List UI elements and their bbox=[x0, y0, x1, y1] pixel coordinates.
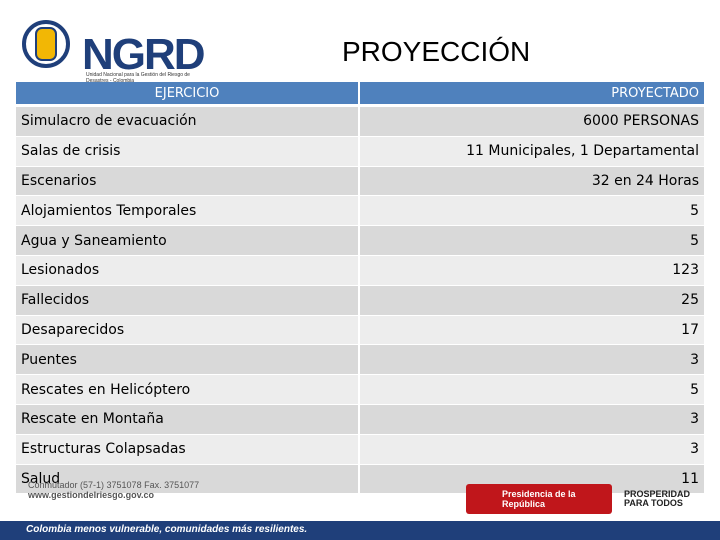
exercise-cell: Puentes bbox=[16, 345, 358, 375]
projected-cell: 5 bbox=[360, 375, 704, 404]
column-header: EJERCICIO bbox=[16, 82, 358, 104]
exercise-cell: Simulacro de evacuación bbox=[16, 107, 358, 136]
projected-cell: 3 bbox=[360, 345, 704, 375]
exercise-cell: Alojamientos Temporales bbox=[16, 196, 358, 226]
contact: Conmutador (57-1) 3751078 Fax. 3751077 w… bbox=[28, 480, 199, 500]
projected-cell: 5 bbox=[360, 226, 704, 255]
projected-cell: 17 bbox=[360, 315, 704, 345]
table-row: Simulacro de evacuación 6000 PERSONAS bbox=[16, 107, 704, 137]
column-header: PROYECTADO bbox=[360, 82, 704, 104]
table-row: Puentes 3 bbox=[16, 345, 704, 376]
projected-cell: 3 bbox=[360, 404, 704, 434]
slogan: Colombia menos vulnerable, comunidades m… bbox=[26, 524, 308, 535]
presidency-logo: Presidencia de la República bbox=[466, 484, 612, 514]
logo-emblem bbox=[22, 20, 70, 68]
table-row: Lesionados 123 bbox=[16, 255, 704, 286]
exercise-cell: Escenarios bbox=[16, 166, 358, 196]
table-row: Agua y Saneamiento 5 bbox=[16, 226, 704, 256]
table-row: Escenarios 32 en 24 Horas bbox=[16, 166, 704, 197]
prosperity-text: PROSPERIDAD bbox=[624, 489, 691, 499]
table-row: Fallecidos 25 bbox=[16, 285, 704, 316]
projected-cell: 123 bbox=[360, 255, 704, 285]
projected-cell: 6000 PERSONAS bbox=[360, 107, 704, 136]
exercise-cell: Salas de crisis bbox=[16, 136, 358, 166]
exercise-cell: Rescate en Montaña bbox=[16, 404, 358, 434]
projected-cell: 5 bbox=[360, 196, 704, 226]
projected-cell: 11 Municipales, 1 Departamental bbox=[360, 136, 704, 166]
projected-cell: 3 bbox=[360, 434, 704, 464]
table: EJERCICIO PROYECTADO Simulacro de evacua… bbox=[16, 82, 704, 495]
exercise-cell: Desaparecidos bbox=[16, 315, 358, 345]
exercise-cell: Lesionados bbox=[16, 255, 358, 285]
table-row: Rescates en Helicóptero 5 bbox=[16, 375, 704, 405]
logo-text: NGRD bbox=[82, 30, 206, 79]
exercise-cell: Fallecidos bbox=[16, 285, 358, 315]
exercise-cell: Salud bbox=[16, 464, 358, 494]
table-row: Rescate en Montaña 3 bbox=[16, 404, 704, 435]
table-row: Estructuras Colapsadas 3 bbox=[16, 434, 704, 465]
exercise-cell: Estructuras Colapsadas bbox=[16, 434, 358, 464]
logo: NGRD Unidad Nacional para la Gestión del… bbox=[22, 14, 206, 84]
projected-cell: 32 en 24 Horas bbox=[360, 166, 704, 196]
projected-cell: 25 bbox=[360, 285, 704, 315]
contact-line: www.gestiondelriesgo.gov.co bbox=[28, 490, 155, 500]
logo-subtitle: Unidad Nacional para la Gestión del Ries… bbox=[86, 72, 190, 84]
table-header: EJERCICIO PROYECTADO bbox=[16, 82, 704, 105]
exercise-cell: Agua y Saneamiento bbox=[16, 226, 358, 255]
presidency-text: Presidencia de la República bbox=[502, 489, 576, 509]
slide-title: PROYECCIÓN bbox=[342, 36, 531, 67]
table-row: Alojamientos Temporales 5 bbox=[16, 196, 704, 227]
contact-line: Conmutador (57-1) 3751078 Fax. 3751077 bbox=[28, 480, 200, 490]
prosperity-text: PARA TODOS bbox=[624, 498, 683, 508]
footer-bar bbox=[0, 521, 720, 540]
table-row: Desaparecidos 17 bbox=[16, 315, 704, 346]
prosperity-logo: PROSPERIDAD PARA TODOS bbox=[624, 490, 690, 508]
exercise-cell: Rescates en Helicóptero bbox=[16, 375, 358, 404]
table-row: Salas de crisis 11 Municipales, 1 Departa… bbox=[16, 136, 704, 167]
